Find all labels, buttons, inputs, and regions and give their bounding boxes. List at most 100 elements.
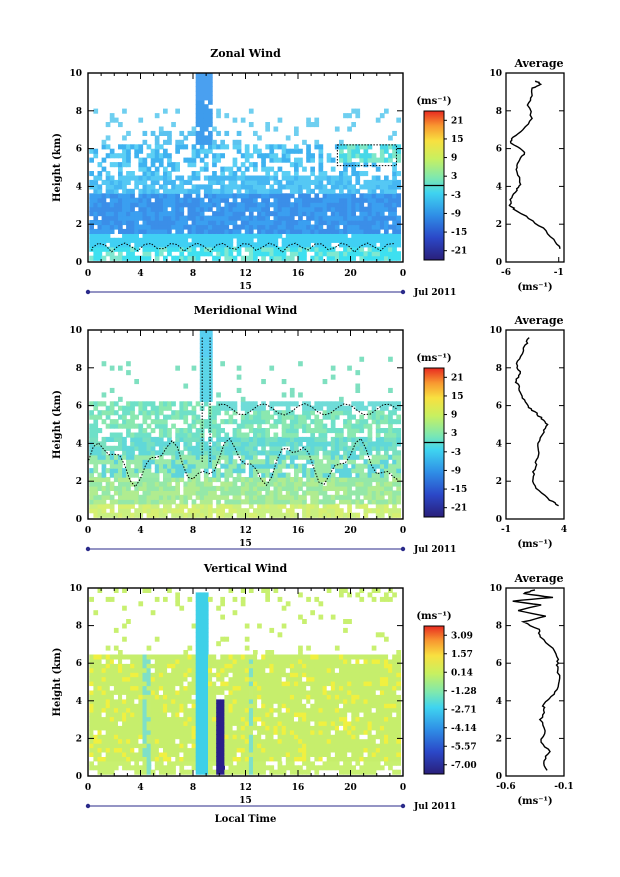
heatmap-cell <box>282 428 287 433</box>
heatmap-cell <box>110 717 115 722</box>
heatmap-cell <box>220 482 225 487</box>
heatmap-cell <box>220 184 225 189</box>
heatmap-cell <box>200 677 205 682</box>
heatmap-cell <box>233 162 238 167</box>
heatmap-cell <box>372 473 377 478</box>
heatmap-cell <box>110 459 115 464</box>
heatmap-cell <box>93 655 98 660</box>
heatmap-cell <box>245 193 250 198</box>
heatmap-cell <box>106 202 111 207</box>
heatmap-cell <box>159 495 164 500</box>
heatmap-cell <box>196 628 201 633</box>
x-tick-label: 16 <box>292 269 305 279</box>
heatmap-cell <box>126 708 131 713</box>
heatmap-cell <box>114 220 119 225</box>
heatmap-cell <box>380 446 385 451</box>
heatmap-cell <box>134 708 139 713</box>
heatmap-cell <box>196 251 201 256</box>
heatmap-cell <box>204 149 209 154</box>
heatmap-cell <box>257 721 262 726</box>
heatmap-cell <box>343 207 348 212</box>
heatmap-cell <box>249 122 254 127</box>
heatmap-cell <box>163 477 168 482</box>
heatmap-cell <box>200 100 205 105</box>
heatmap-cell <box>98 743 103 748</box>
heatmap-cell <box>274 672 279 677</box>
heatmap-cell <box>175 672 180 677</box>
heatmap-cell <box>155 202 160 207</box>
heatmap-cell <box>134 180 139 185</box>
heatmap-cell <box>372 238 377 243</box>
heatmap-cell <box>274 486 279 491</box>
heatmap-cell <box>208 464 213 469</box>
heatmap-cell <box>245 477 250 482</box>
heatmap-cell <box>110 504 115 509</box>
heatmap-cell <box>114 681 119 686</box>
heatmap-cell <box>335 410 340 415</box>
heatmap-cell <box>208 82 213 87</box>
heatmap-cell <box>294 455 299 460</box>
heatmap-cell <box>163 703 168 708</box>
heatmap-cell <box>216 477 221 482</box>
heatmap-cell <box>282 677 287 682</box>
heatmap-cell <box>220 672 225 677</box>
heatmap-cell <box>233 752 238 757</box>
heatmap-cell <box>261 162 266 167</box>
heatmap-cell <box>171 207 176 212</box>
heatmap-cell <box>220 216 225 221</box>
heatmap-cell <box>196 131 201 136</box>
heatmap-cell <box>294 504 299 509</box>
heatmap-cell <box>208 708 213 713</box>
heatmap-cell <box>290 455 295 460</box>
heatmap-cell <box>151 499 156 504</box>
heatmap-cell <box>278 504 283 509</box>
heatmap-cell <box>167 193 172 198</box>
heatmap-cell <box>167 752 172 757</box>
heatmap-cell <box>224 131 229 136</box>
heatmap-cell <box>212 486 217 491</box>
heatmap-cell <box>314 184 319 189</box>
heatmap-cell <box>269 251 274 256</box>
heatmap-cell <box>179 410 184 415</box>
heatmap-cell <box>372 477 377 482</box>
heatmap-cell <box>331 406 336 411</box>
heatmap-cell <box>98 455 103 460</box>
heatmap-cell <box>122 756 127 761</box>
heatmap-cell <box>245 153 250 158</box>
heatmap-cell <box>208 193 213 198</box>
heatmap-cell <box>216 668 221 673</box>
heatmap-cell <box>204 343 209 348</box>
heatmap-cell <box>110 495 115 500</box>
heatmap-cell <box>114 216 119 221</box>
heatmap-cell <box>339 473 344 478</box>
heatmap-cell <box>343 513 348 518</box>
heatmap-cell <box>286 752 291 757</box>
heatmap-cell <box>147 153 152 158</box>
heatmap-cell <box>171 415 176 420</box>
heatmap-cell <box>224 717 229 722</box>
heatmap-cell <box>175 193 180 198</box>
heatmap-cell <box>138 690 143 695</box>
heatmap-cell <box>331 229 336 234</box>
heatmap-cell <box>241 712 246 717</box>
heatmap-cell <box>196 78 201 83</box>
heatmap-cell <box>89 415 94 420</box>
heatmap-cell <box>175 455 180 460</box>
heatmap-cell <box>188 663 193 668</box>
heatmap-cell <box>179 189 184 194</box>
heatmap-cell <box>269 672 274 677</box>
heatmap-cell <box>208 122 213 127</box>
heatmap-cell <box>126 659 131 664</box>
heatmap-cell <box>196 95 201 100</box>
heatmap-cell <box>359 499 364 504</box>
heatmap-cell <box>183 144 188 149</box>
heatmap-cell <box>179 734 184 739</box>
heatmap-cell <box>163 752 168 757</box>
heatmap-cell <box>183 490 188 495</box>
heatmap-cell <box>204 370 209 375</box>
heatmap-cell <box>175 486 180 491</box>
heatmap-cell <box>122 668 127 673</box>
heatmap-cell <box>159 242 164 247</box>
heatmap-cell <box>159 725 164 730</box>
heatmap-cell <box>204 233 209 238</box>
